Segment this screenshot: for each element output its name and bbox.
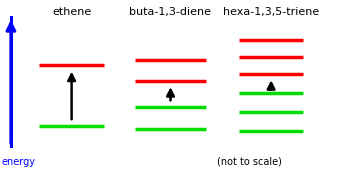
Text: (not to scale): (not to scale) bbox=[217, 157, 281, 167]
Text: hexa-1,3,5-triene: hexa-1,3,5-triene bbox=[223, 7, 319, 17]
Text: buta-1,3-diene: buta-1,3-diene bbox=[130, 7, 211, 17]
Text: energy: energy bbox=[2, 157, 36, 167]
Text: ethene: ethene bbox=[52, 7, 91, 17]
